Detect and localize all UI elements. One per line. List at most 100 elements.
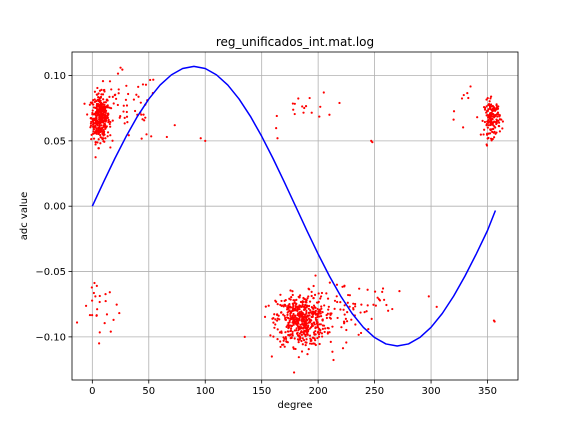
data-point xyxy=(309,309,312,312)
data-point xyxy=(343,304,346,307)
data-point xyxy=(326,332,329,335)
data-point xyxy=(493,136,496,139)
data-point xyxy=(295,303,298,306)
data-point xyxy=(345,341,348,344)
data-point xyxy=(282,305,285,308)
data-point xyxy=(92,126,95,129)
data-point xyxy=(291,290,294,293)
data-point xyxy=(460,97,464,100)
data-point xyxy=(89,117,92,120)
data-point xyxy=(320,307,323,310)
data-point xyxy=(95,127,98,130)
data-point xyxy=(140,137,143,140)
data-point xyxy=(272,321,275,324)
data-point xyxy=(343,313,346,316)
data-point xyxy=(274,323,277,326)
data-point xyxy=(311,315,314,318)
data-point xyxy=(100,108,103,111)
data-point xyxy=(100,124,103,127)
data-point xyxy=(313,323,316,326)
data-point xyxy=(320,291,324,295)
data-point xyxy=(149,78,152,82)
data-point xyxy=(452,110,456,113)
data-point xyxy=(492,127,495,130)
data-point xyxy=(305,319,309,322)
data-point xyxy=(387,309,390,312)
data-point xyxy=(484,106,487,110)
data-point xyxy=(452,118,455,121)
data-point xyxy=(307,295,310,298)
data-point xyxy=(300,333,304,337)
data-point xyxy=(332,358,335,362)
data-point xyxy=(125,104,129,107)
data-point xyxy=(109,134,112,137)
data-point xyxy=(92,99,95,102)
x-tick-label: 50 xyxy=(142,386,155,397)
data-point xyxy=(297,356,300,359)
data-point xyxy=(335,295,338,298)
data-point xyxy=(320,315,323,318)
data-point xyxy=(289,327,293,330)
data-point xyxy=(346,311,349,314)
data-point xyxy=(381,287,385,290)
data-point xyxy=(357,333,360,336)
data-point xyxy=(104,299,107,303)
data-point xyxy=(173,124,176,127)
data-point xyxy=(280,299,283,303)
data-point xyxy=(307,304,311,308)
data-point xyxy=(291,330,294,333)
data-point xyxy=(492,319,496,322)
data-point xyxy=(109,330,112,333)
data-point xyxy=(141,118,144,121)
data-point xyxy=(497,105,500,108)
data-point xyxy=(328,331,331,334)
data-point xyxy=(110,107,113,110)
scatter-layer xyxy=(75,66,504,374)
data-point xyxy=(91,101,94,104)
x-tick-label: 150 xyxy=(252,386,271,397)
data-point xyxy=(297,97,300,100)
data-point xyxy=(96,93,99,96)
data-point xyxy=(95,119,98,122)
data-point xyxy=(295,327,298,330)
data-point xyxy=(97,138,100,141)
data-point xyxy=(306,297,309,300)
data-point xyxy=(304,344,307,347)
data-point xyxy=(487,103,490,107)
data-point xyxy=(323,330,326,334)
data-point xyxy=(320,305,323,308)
data-point xyxy=(359,331,363,335)
data-point xyxy=(95,314,98,317)
data-point xyxy=(310,111,313,114)
data-point xyxy=(142,113,145,116)
data-point xyxy=(97,132,100,136)
data-point xyxy=(104,115,107,118)
data-point xyxy=(341,285,344,288)
data-point xyxy=(487,121,490,124)
data-point xyxy=(111,95,114,98)
data-point xyxy=(95,117,98,120)
data-point xyxy=(302,332,305,335)
data-point xyxy=(295,298,298,301)
data-point xyxy=(343,322,346,325)
data-point xyxy=(98,120,101,123)
tick-layer: 0 50 100 150 200 250 300 350 −0.10 −0.05 0.00 0.05 0… xyxy=(35,71,497,397)
data-point xyxy=(298,325,301,328)
data-point xyxy=(283,345,286,348)
data-point xyxy=(125,84,128,87)
data-point xyxy=(377,298,381,301)
data-point xyxy=(341,347,345,350)
data-point xyxy=(317,312,320,315)
data-point xyxy=(99,117,103,120)
data-point xyxy=(92,137,96,140)
data-point xyxy=(300,331,303,334)
data-point xyxy=(293,102,296,105)
data-point xyxy=(119,114,122,118)
data-point xyxy=(333,299,337,302)
data-point xyxy=(137,95,140,98)
data-point xyxy=(485,144,489,147)
data-point xyxy=(108,291,111,294)
data-point xyxy=(93,100,97,104)
data-point xyxy=(286,313,289,316)
data-point xyxy=(102,130,106,133)
